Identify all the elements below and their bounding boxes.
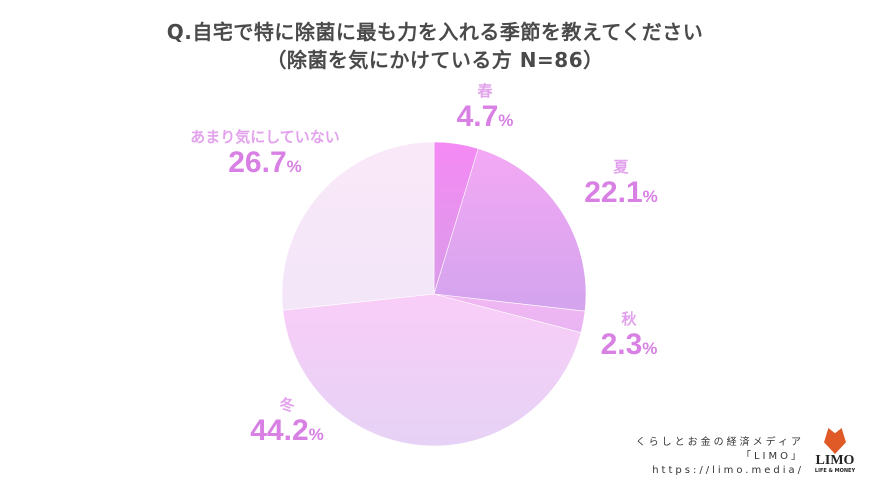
pie-slice-1 <box>433 148 587 312</box>
label-not-concerned: あまり気にしていない 26.7% <box>190 128 340 179</box>
pie-slice-4 <box>281 141 435 311</box>
label-summer: 夏 22.1% <box>584 158 658 209</box>
fox-icon <box>824 428 846 454</box>
pie-slice-3 <box>282 293 582 447</box>
limo-logo: LIMO LIFE & MONEY <box>812 428 858 476</box>
chart-title-line1: Q.自宅で特に除菌に最も力を入れる季節を教えてください <box>166 20 704 44</box>
label-winter: 冬 44.2% <box>250 396 324 447</box>
label-autumn: 秋 2.3% <box>600 310 658 361</box>
label-spring: 春 4.7% <box>456 82 514 133</box>
chart-title-line2: （除菌を気にかけている方 N=86） <box>266 48 604 72</box>
brand-name: 「LIMO」 <box>740 451 804 462</box>
brand-credit: くらしとお金の経済メディア 「LIMO」 https://limo.media/ <box>636 436 804 478</box>
brand-tagline: くらしとお金の経済メディア <box>635 437 804 448</box>
brand-url: https://limo.media/ <box>652 465 804 476</box>
